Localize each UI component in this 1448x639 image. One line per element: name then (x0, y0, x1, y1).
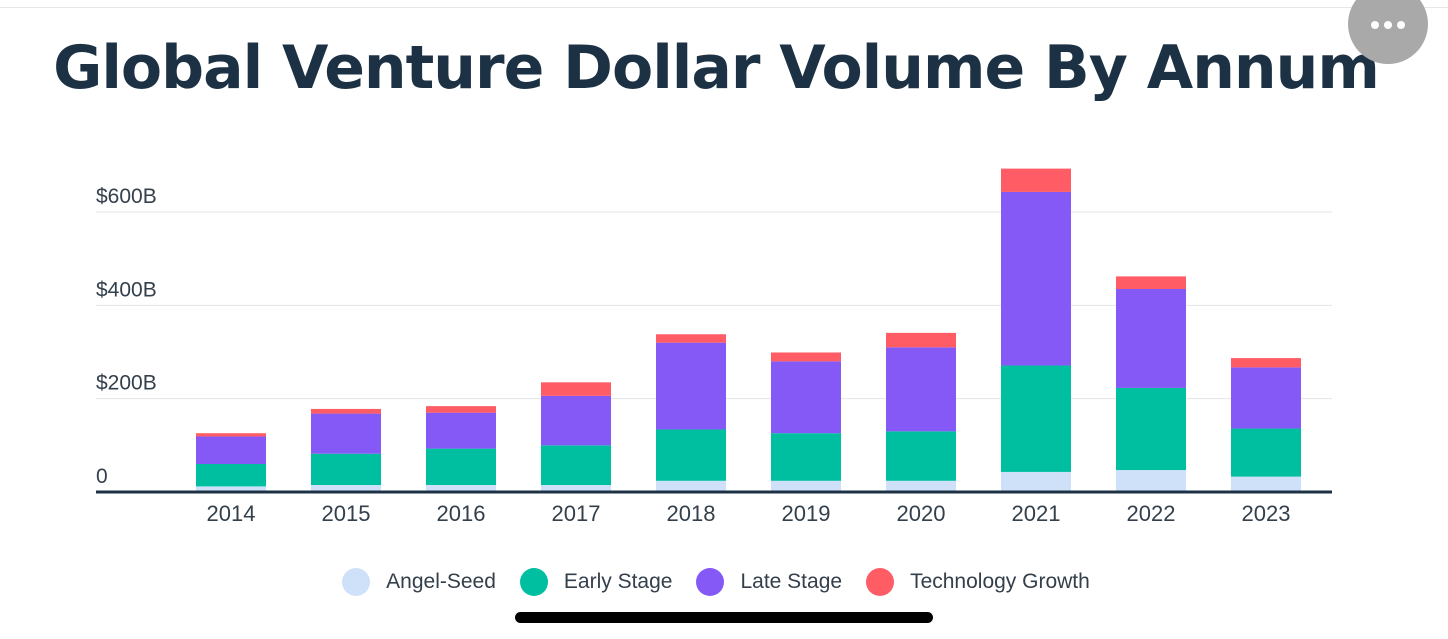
chart-title: Global Venture Dollar Volume By Annum (53, 33, 1380, 103)
bar-segment-angel-seed (541, 485, 611, 492)
bar-segment-angel-seed (196, 486, 266, 492)
bar-segment-late-stage (426, 412, 496, 449)
x-tick-label: 2023 (1242, 501, 1291, 526)
x-tick-label: 2021 (1012, 501, 1061, 526)
y-tick-label: 0 (96, 465, 108, 488)
legend-item-angel-seed: Angel-Seed (342, 568, 496, 596)
legend-swatch-early-stage (519, 568, 548, 596)
y-tick-label: $200B (96, 372, 157, 395)
bar-segment-early-stage (1001, 365, 1071, 472)
bar-segment-angel-seed (1001, 471, 1071, 492)
legend-label: Technology Growth (910, 570, 1090, 593)
more-horizontal-icon (1397, 21, 1405, 29)
home-indicator (515, 612, 933, 623)
x-tick-label: 2019 (782, 501, 831, 526)
bar-segment-angel-seed (311, 485, 381, 492)
legend-item-early-stage: Early Stage (519, 568, 673, 596)
bar-segment-technology-growth (1231, 358, 1301, 368)
legend-swatch-angel-seed (342, 568, 371, 596)
bar-segment-technology-growth (541, 382, 611, 396)
bar-segment-technology-growth (1001, 168, 1071, 192)
x-tick-label: 2020 (897, 501, 946, 526)
legend-swatch-technology-growth (866, 568, 895, 596)
bar-segment-late-stage (541, 395, 611, 446)
legend-item-technology-growth: Technology Growth (866, 568, 1090, 596)
bar-segment-late-stage (1231, 367, 1301, 429)
legend-label: Angel-Seed (386, 570, 496, 593)
bar-segment-early-stage (656, 429, 726, 481)
legend-label: Early Stage (563, 570, 673, 593)
bar-segment-late-stage (771, 361, 841, 434)
bar-segment-late-stage (886, 347, 956, 432)
x-tick-label: 2014 (207, 501, 256, 526)
more-options-button[interactable] (1348, 0, 1428, 64)
bar-segment-technology-growth (771, 352, 841, 362)
legend-label: Late Stage (740, 570, 843, 593)
bar-segment-technology-growth (426, 406, 496, 413)
x-tick-label: 2018 (667, 501, 716, 526)
bar-segment-technology-growth (311, 408, 381, 414)
bar-segment-angel-seed (1231, 476, 1301, 492)
more-horizontal-icon (1384, 21, 1392, 29)
bar-segment-early-stage (196, 464, 266, 487)
bar-segment-early-stage (886, 431, 956, 481)
bar-segment-late-stage (1001, 191, 1071, 366)
top-divider (0, 7, 1448, 8)
bar-segment-late-stage (656, 342, 726, 430)
bar-segment-technology-growth (656, 334, 726, 343)
bar-segment-early-stage (1231, 428, 1301, 477)
bar-segment-angel-seed (1116, 470, 1186, 492)
bar-segment-angel-seed (426, 485, 496, 492)
bar-segment-early-stage (426, 448, 496, 485)
bar-segment-early-stage (771, 433, 841, 481)
stacked-bar-chart: 0 $200B $400B $600B 2014 2015 2016 2017 2018 2019… (96, 168, 1332, 526)
bar-segment-late-stage (1116, 289, 1186, 388)
bar-segment-angel-seed (771, 480, 841, 492)
x-tick-label: 2016 (437, 501, 486, 526)
x-tick-label: 2022 (1127, 501, 1176, 526)
legend-item-late-stage: Late Stage (696, 568, 842, 596)
bar-segment-early-stage (541, 445, 611, 485)
bar-segment-angel-seed (886, 480, 956, 492)
y-tick-label: $400B (96, 278, 157, 301)
bar-segment-late-stage (311, 413, 381, 454)
bar-segment-late-stage (196, 436, 266, 464)
chart-legend: Angel-Seed Early Stage Late Stage Techno… (0, 568, 1432, 596)
bar-segment-technology-growth (886, 332, 956, 348)
bar-segment-angel-seed (656, 480, 726, 492)
bar-segment-technology-growth (1116, 276, 1186, 289)
y-tick-label: $600B (96, 185, 157, 208)
bar-segment-technology-growth (196, 433, 266, 437)
bar-segment-early-stage (311, 453, 381, 485)
legend-swatch-late-stage (696, 568, 725, 596)
x-tick-label: 2015 (322, 501, 371, 526)
x-tick-label: 2017 (552, 501, 601, 526)
more-horizontal-icon (1371, 21, 1379, 29)
bar-segment-early-stage (1116, 387, 1186, 471)
